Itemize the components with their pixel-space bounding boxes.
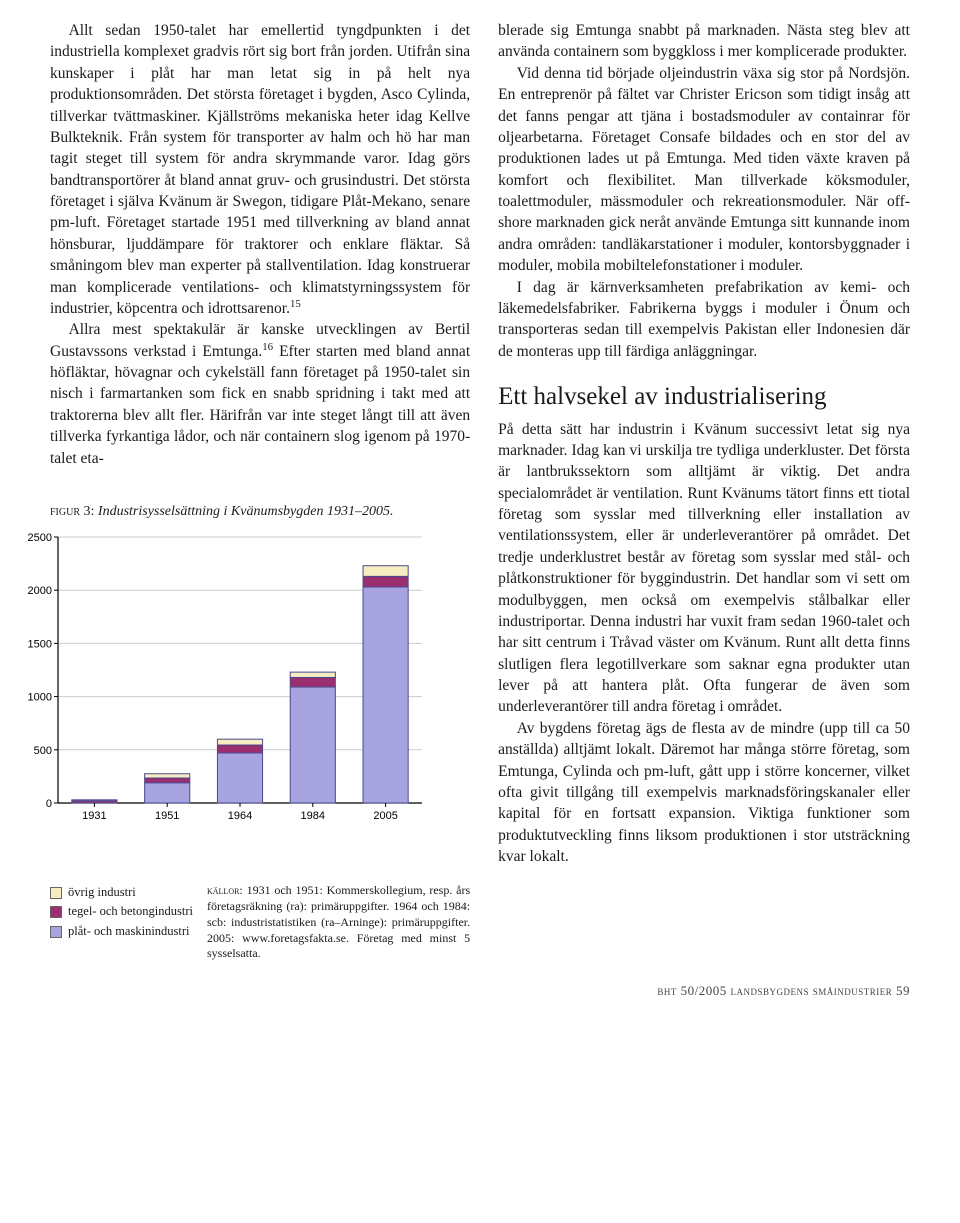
svg-text:2005: 2005 bbox=[373, 810, 397, 822]
legend-item: plåt- och maskinindustri bbox=[50, 922, 193, 941]
legend-label: tegel- och betongindustri bbox=[68, 902, 193, 921]
body-paragraph: Vid denna tid började oljeindustrin växa… bbox=[498, 63, 910, 277]
svg-text:1931: 1931 bbox=[82, 810, 106, 822]
legend-and-sources: övrig industritegel- och betongindustrip… bbox=[50, 883, 470, 962]
svg-text:1500: 1500 bbox=[28, 638, 52, 650]
left-column: Allt sedan 1950-talet har emellertid tyn… bbox=[50, 20, 470, 962]
svg-text:0: 0 bbox=[46, 798, 52, 810]
chart-container: 0 500 1000 1500 2000 2500 1931 1951 1964 1984 2005 bbox=[12, 529, 470, 829]
svg-text:500: 500 bbox=[34, 745, 52, 757]
right-column: blerade sig Emtunga snabbt på marknaden.… bbox=[498, 20, 910, 962]
legend-swatch bbox=[50, 887, 62, 899]
svg-text:1984: 1984 bbox=[301, 810, 325, 822]
svg-text:1000: 1000 bbox=[28, 692, 52, 704]
body-paragraph: Allt sedan 1950-talet har emellertid tyn… bbox=[50, 20, 470, 319]
figure-caption: figur 3: Industrisysselsättning i Kvänum… bbox=[50, 503, 470, 521]
legend-swatch bbox=[50, 906, 62, 918]
svg-text:2000: 2000 bbox=[28, 585, 52, 597]
bar-chart: 0 500 1000 1500 2000 2500 1931 1951 1964 1984 2005 bbox=[12, 529, 432, 829]
body-paragraph: Av bygdens företag ägs de flesta av de m… bbox=[498, 718, 910, 868]
page-footer: bht 50/2005 landsbygdens småindustrier 5… bbox=[50, 982, 910, 1000]
svg-text:1964: 1964 bbox=[228, 810, 252, 822]
svg-text:1951: 1951 bbox=[155, 810, 179, 822]
body-paragraph: På detta sätt har industrin i Kvänum suc… bbox=[498, 419, 910, 718]
legend-label: övrig industri bbox=[68, 883, 136, 902]
legend: övrig industritegel- och betongindustrip… bbox=[50, 883, 193, 941]
legend-label: plåt- och maskinindustri bbox=[68, 922, 190, 941]
svg-text:2500: 2500 bbox=[28, 532, 52, 544]
figure-caption-prefix: figur 3: bbox=[50, 504, 94, 519]
legend-item: tegel- och betongindustri bbox=[50, 902, 193, 921]
figure-caption-text: Industrisysselsättning i Kvänumsbygden 1… bbox=[98, 504, 394, 519]
figure-sources: källor: 1931 och 1951: Kommerskollegium,… bbox=[207, 883, 470, 962]
legend-swatch bbox=[50, 926, 62, 938]
two-column-layout: Allt sedan 1950-talet har emellertid tyn… bbox=[50, 20, 910, 962]
legend-item: övrig industri bbox=[50, 883, 193, 902]
body-paragraph: blerade sig Emtunga snabbt på marknaden.… bbox=[498, 20, 910, 63]
body-paragraph: I dag är kärnverksamheten prefabrikation… bbox=[498, 277, 910, 363]
section-heading: Ett halvsekel av industrialisering bbox=[498, 380, 910, 415]
body-paragraph: Allra mest spektakulär är kanske utveckl… bbox=[50, 319, 470, 469]
